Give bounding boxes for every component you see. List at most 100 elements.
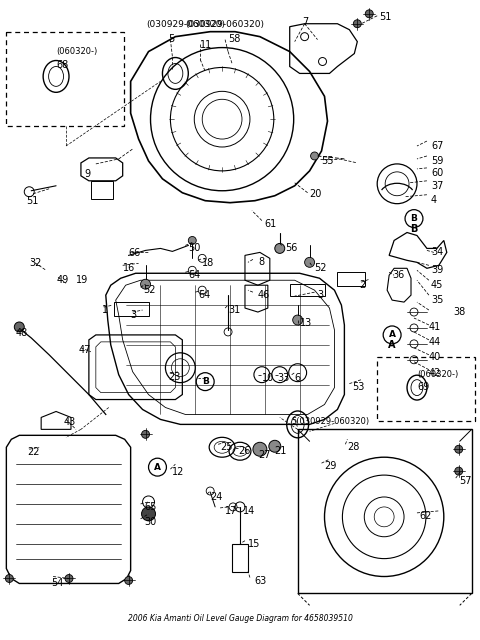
Text: 67: 67 [431, 141, 443, 151]
Text: 3: 3 [318, 290, 324, 300]
Circle shape [188, 237, 196, 244]
Bar [377, 356, 475, 421]
Text: B: B [202, 377, 209, 386]
Text: 62: 62 [419, 511, 432, 521]
Circle shape [269, 440, 281, 452]
Text: 42: 42 [429, 368, 441, 378]
Text: 44: 44 [429, 337, 441, 347]
Circle shape [125, 577, 132, 584]
Text: 2006 Kia Amanti Oil Level Gauge Diagram for 4658039510: 2006 Kia Amanti Oil Level Gauge Diagram … [128, 614, 352, 623]
Text: 28: 28 [348, 442, 360, 452]
Circle shape [5, 575, 13, 582]
Text: 11: 11 [200, 40, 213, 50]
Circle shape [65, 575, 73, 582]
Circle shape [455, 467, 463, 475]
Bar [337, 272, 365, 286]
Text: 45: 45 [431, 280, 443, 290]
Text: 29: 29 [324, 461, 337, 471]
Circle shape [455, 445, 463, 453]
Text: 35: 35 [431, 295, 443, 305]
Bar [290, 284, 324, 296]
Text: A: A [389, 330, 396, 339]
Text: 7: 7 [302, 17, 309, 27]
Text: 69: 69 [417, 381, 429, 392]
Text: 41: 41 [429, 322, 441, 332]
Text: 66: 66 [129, 248, 141, 259]
Text: 27: 27 [258, 451, 270, 460]
Circle shape [305, 257, 314, 268]
Text: 31: 31 [228, 305, 240, 315]
Text: 40: 40 [429, 352, 441, 362]
Text: 68: 68 [56, 60, 68, 70]
Text: 60: 60 [431, 168, 443, 178]
Circle shape [14, 322, 24, 332]
Text: 47: 47 [79, 345, 91, 355]
Text: 51: 51 [379, 12, 392, 22]
Circle shape [253, 442, 267, 456]
Bar [6, 31, 124, 126]
Circle shape [141, 279, 151, 289]
Text: 48: 48 [15, 328, 27, 338]
Text: 49: 49 [56, 275, 68, 285]
Text: 20: 20 [310, 189, 322, 199]
Circle shape [275, 243, 285, 253]
Text: 56: 56 [285, 243, 297, 253]
Text: 52: 52 [314, 263, 327, 273]
Text: (060320-): (060320-) [56, 47, 97, 56]
Text: 12: 12 [172, 467, 185, 477]
Text: 34: 34 [431, 248, 443, 257]
Circle shape [142, 507, 156, 521]
Text: (030929-060320): (030929-060320) [185, 20, 264, 29]
Text: (030929-060320): (030929-060320) [146, 20, 225, 29]
Text: 54: 54 [51, 579, 63, 589]
Text: 30: 30 [144, 517, 157, 527]
Text: B: B [410, 223, 418, 234]
Circle shape [365, 10, 373, 18]
Text: 16: 16 [123, 263, 135, 273]
Text: 19: 19 [76, 275, 88, 285]
Bar [91, 181, 113, 198]
Text: 8: 8 [258, 257, 264, 268]
Text: 57: 57 [459, 476, 471, 486]
Text: 61: 61 [265, 219, 277, 228]
Circle shape [142, 430, 150, 438]
Text: 39: 39 [431, 266, 443, 275]
Text: 63: 63 [254, 575, 266, 586]
Text: 5: 5 [168, 34, 175, 44]
Circle shape [293, 315, 302, 325]
Text: 52: 52 [144, 285, 156, 295]
Text: 17: 17 [225, 506, 238, 516]
Text: 9: 9 [84, 169, 90, 179]
Text: 51: 51 [26, 196, 38, 205]
Text: 46: 46 [258, 290, 270, 300]
Text: 26: 26 [238, 446, 251, 456]
Text: 21: 21 [274, 446, 286, 456]
Text: 23: 23 [168, 372, 181, 381]
Text: 64: 64 [198, 290, 211, 300]
Text: 3: 3 [131, 310, 137, 320]
Text: 18: 18 [202, 259, 215, 268]
Text: 32: 32 [29, 259, 42, 268]
Text: 22: 22 [27, 447, 40, 457]
Text: 59: 59 [431, 156, 443, 166]
Text: 65: 65 [144, 502, 157, 512]
Text: 58: 58 [228, 34, 240, 44]
Text: (060320-): (060320-) [417, 370, 458, 379]
Text: A: A [154, 463, 161, 472]
Bar [232, 544, 248, 572]
Text: 5(030929-060320): 5(030929-060320) [292, 417, 370, 426]
Text: 14: 14 [243, 506, 255, 516]
Text: 53: 53 [352, 381, 365, 392]
Text: 50: 50 [188, 243, 201, 253]
Text: 55: 55 [322, 156, 334, 166]
Circle shape [353, 20, 361, 28]
Bar [298, 429, 472, 593]
Text: 2: 2 [360, 280, 366, 290]
Text: 64: 64 [188, 270, 201, 280]
Circle shape [311, 152, 319, 160]
Text: 37: 37 [431, 181, 443, 191]
Bar [114, 302, 148, 316]
Text: 6: 6 [295, 372, 301, 383]
Text: 24: 24 [210, 492, 223, 502]
Text: 1: 1 [102, 305, 108, 315]
